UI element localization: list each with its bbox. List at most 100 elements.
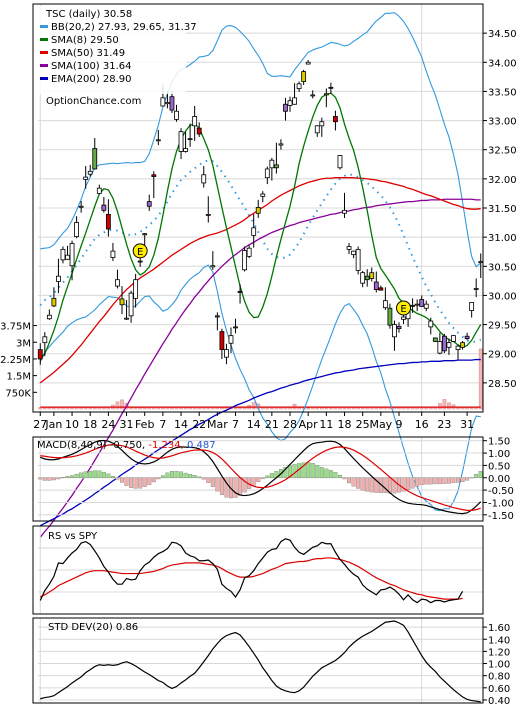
macd-histogram-bar <box>446 477 451 484</box>
volume-bar <box>306 407 311 410</box>
candle-body <box>146 201 152 207</box>
candle-body <box>387 307 393 326</box>
macd-histogram-bar <box>165 472 170 478</box>
macd-line <box>40 439 482 515</box>
macd-histogram-bar <box>242 477 247 493</box>
macd-signal-line <box>40 444 481 511</box>
macd-histogram-bar <box>428 477 433 485</box>
candle-body <box>155 139 161 142</box>
date-label: 7 <box>159 418 166 431</box>
candle-body <box>83 176 89 180</box>
macd-histogram-bar <box>319 467 324 478</box>
macd-histogram-bar <box>260 477 265 479</box>
macd-histogram-bar <box>478 471 483 478</box>
volume-bar <box>410 407 415 410</box>
macd-histogram-bar <box>469 477 474 479</box>
date-label: 21 <box>265 418 279 431</box>
date-label: 24 <box>101 418 115 431</box>
volume-bar <box>397 407 401 410</box>
macd-histogram-bar <box>315 465 320 478</box>
candle-body <box>360 272 366 284</box>
candle-body <box>56 275 61 282</box>
macd-histogram-bar <box>238 477 243 496</box>
macd-histogram-bar <box>433 477 438 485</box>
volume-bar <box>52 407 56 410</box>
date-label: 27 <box>33 418 47 431</box>
macd-histogram-bar <box>174 470 179 478</box>
candle-body <box>151 174 157 177</box>
macd-histogram-bar <box>83 471 88 478</box>
macd-histogram-bar <box>333 472 338 478</box>
volume-bar <box>447 402 451 410</box>
date-label: Feb <box>135 418 154 431</box>
earnings-marker-label: E <box>400 304 406 315</box>
candle-body <box>292 97 297 105</box>
macd-histogram-bar <box>406 477 411 491</box>
date-label: 9 <box>395 418 402 431</box>
macd-histogram-bar <box>324 468 329 478</box>
chart-title: TSC (daily) 30.58 <box>45 9 132 20</box>
candle-body <box>310 94 316 97</box>
volume-bar <box>138 407 143 410</box>
price-tick-label: 30.50 <box>488 262 517 273</box>
candle-body <box>46 314 52 320</box>
date-label: 7 <box>232 418 239 431</box>
candle-body <box>160 97 166 107</box>
rs-line <box>39 538 464 604</box>
macd-histogram-bar <box>310 463 315 478</box>
date-label: 11 <box>319 418 333 431</box>
candle-body <box>478 261 484 264</box>
price-tick-label: 34.00 <box>488 58 517 69</box>
candle-body <box>205 214 211 216</box>
candle-body <box>442 335 447 352</box>
bb-lower-line <box>39 264 481 512</box>
candle-body <box>133 279 139 299</box>
macd-histogram-bar <box>201 477 206 480</box>
macd-histogram-bar <box>269 473 274 478</box>
candle-body <box>251 227 257 236</box>
rs-average-line <box>40 557 463 600</box>
volume-bar <box>356 407 360 410</box>
date-label: 16 <box>415 418 429 431</box>
macd-histogram-bar <box>369 477 374 493</box>
candle-body <box>137 260 143 263</box>
legend-entry: SMA(50) 31.49 <box>51 48 125 59</box>
bb-upper-line <box>40 12 482 268</box>
volume-bar <box>120 399 124 410</box>
std-tick-label: 1.40 <box>488 635 510 646</box>
candle-body <box>273 164 279 169</box>
rs-title: RS vs SPY <box>48 531 98 542</box>
candle-body <box>364 275 370 281</box>
candle-body <box>451 335 456 342</box>
candle-body <box>342 209 347 214</box>
date-label: May <box>369 418 392 431</box>
volume-tick-label: 3.75M <box>0 322 31 333</box>
date-label: 10 <box>65 418 79 431</box>
macd-histogram-bar <box>65 476 70 478</box>
std-tick-label: 0.80 <box>488 672 510 683</box>
earnings-marker <box>396 300 412 316</box>
std-dev-line <box>40 620 481 703</box>
legend-background <box>36 6 186 94</box>
macd-histogram-bar <box>374 477 379 493</box>
date-label: Apr <box>299 418 319 431</box>
candle-body <box>110 250 116 258</box>
candle-body <box>333 116 338 123</box>
volume-bar <box>224 407 229 410</box>
candle-body <box>369 272 375 279</box>
sma100-line <box>39 198 481 538</box>
candle-body <box>105 214 111 230</box>
macd-histogram-bar <box>70 475 75 478</box>
candle-body <box>469 302 475 311</box>
earnings-marker <box>132 243 148 259</box>
macd-histogram-bar <box>38 477 43 480</box>
macd-histogram-bar <box>219 477 224 495</box>
legend-entry: SMA(100) 31.64 <box>51 61 132 72</box>
macd-histogram-bar <box>210 477 215 487</box>
candle-body <box>373 281 379 291</box>
price-tick-label: 31.50 <box>488 204 517 215</box>
macd-histogram-bar <box>120 477 124 483</box>
candle-body <box>314 125 320 134</box>
